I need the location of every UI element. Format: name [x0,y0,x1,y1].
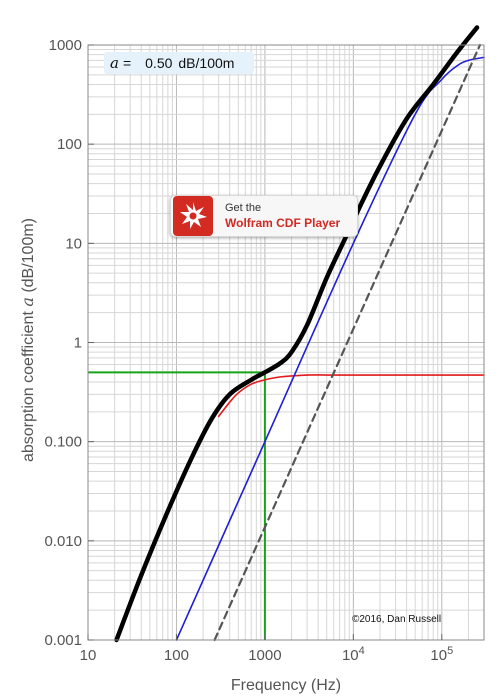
tick-labels: 10 100 1000 104 105 0.001 0.010 0.100 1 10 100 1000 [44,37,453,664]
x-tick-label: 100 [164,647,189,664]
y-tick-label: 1 [74,335,82,352]
y-axis-label-suffix: (dB/100m) [20,218,37,297]
series-lines [114,25,485,643]
readout-unit: dB/100m [178,55,235,71]
x-axis-label: Frequency (Hz) [231,677,341,694]
y-axis-label: absorption coefficient a (dB/100m) [18,218,37,462]
series-viscous-line [213,43,482,642]
series-relaxation-line [217,374,485,418]
green-marker-lines [88,371,266,640]
wolfram-spikey-icon [173,196,213,236]
y-tick-label: 100 [57,136,82,153]
x-tick-label: 10 [80,647,97,664]
y-tick-label: 1000 [49,37,82,54]
x-tick-label: 105 [430,645,453,664]
series-scattering-line [175,56,485,641]
readout-equals: = [122,55,132,71]
y-tick-label: 0.001 [44,632,82,649]
x-tick-label: 1000 [248,647,281,664]
series-total-line [114,25,480,643]
badge-line-2: Wolfram CDF Player [225,216,341,230]
absorption-readout: a = 0.50 dB/100m [104,52,254,74]
cdf-player-button[interactable]: Get the Wolfram CDF Player [170,195,358,237]
y-tick-label: 10 [65,235,82,252]
x-tick-label: 104 [342,645,365,664]
readout-value: 0.50 [145,55,173,71]
readout-symbol: a [110,54,119,72]
y-tick-label: 0.010 [44,533,82,550]
copyright-credit: ©2016, Dan Russell [352,614,442,625]
y-axis-label-prefix: absorption coefficient [20,307,37,462]
badge-line-1: Get the [225,202,262,214]
grid [87,44,485,641]
y-tick-label: 0.100 [44,434,82,451]
y-axis-label-symbol: a [18,297,37,307]
